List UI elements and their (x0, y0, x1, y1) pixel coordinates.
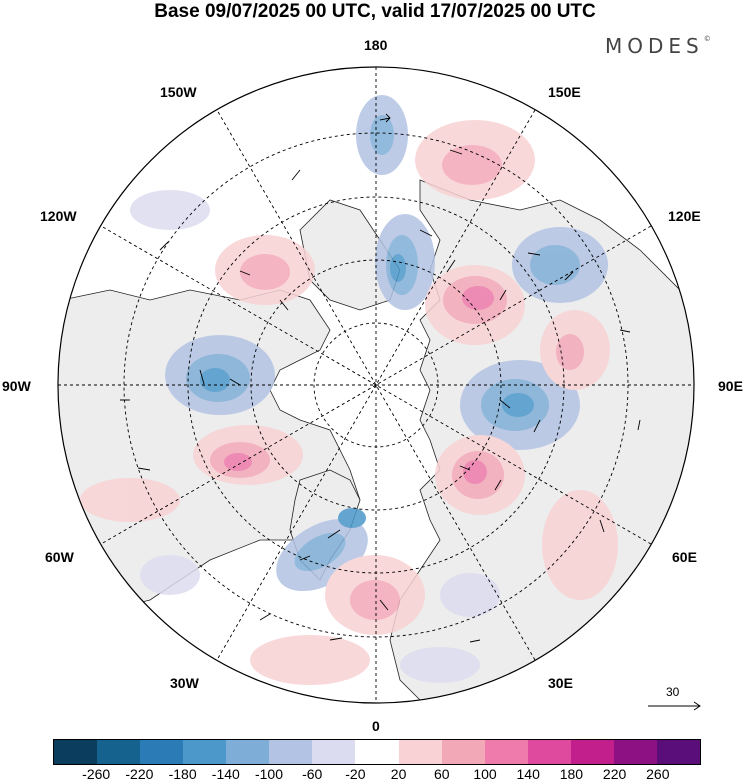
lon-label-150w: 150W (160, 84, 197, 100)
colorbar-tick-label: -100 (254, 766, 284, 782)
map-title: Base 09/07/2025 00 UTC, valid 17/07/2025… (154, 1, 596, 22)
colorbar-cell (656, 740, 700, 764)
lon-label-60e: 60E (672, 549, 697, 565)
colorbar-cell (527, 740, 571, 764)
lon-label-90w: 90W (2, 378, 31, 394)
colorbar-cell (226, 740, 270, 764)
colorbar-tick-label: 20 (390, 766, 407, 782)
graticule (58, 67, 694, 703)
modes-logo: MODES© (605, 34, 711, 58)
lon-label-0: 0 (372, 718, 380, 734)
colorbar-cell (398, 740, 442, 764)
colorbar-tick-label: -140 (211, 766, 240, 782)
wind-vectors (120, 113, 641, 643)
colorbar-tick-label: 180 (559, 766, 584, 782)
colorbar-cell (613, 740, 657, 764)
colorbar-tick-label: 60 (434, 766, 450, 782)
lon-label-180: 180 (364, 37, 388, 53)
lon-label-120e: 120E (668, 208, 701, 224)
colorbar-cell (97, 740, 141, 764)
colorbar-cell (355, 740, 399, 764)
colorbar-tick-label: 220 (602, 766, 627, 782)
map-border (57, 66, 695, 704)
lon-label-90e: 90E (718, 378, 743, 394)
colorbar-cell (484, 740, 528, 764)
colorbar-tick-label: -60 (302, 766, 323, 782)
reference-vector-arrow (648, 701, 701, 711)
height-anomaly-field (80, 95, 618, 685)
colorbar-cell (54, 740, 98, 764)
lon-label-150e: 150E (548, 84, 581, 100)
colorbar-cell (269, 740, 313, 764)
colorbar-tick-label: -180 (168, 766, 197, 782)
colorbar-tick-label: -20 (345, 766, 366, 782)
colorbar-cell (183, 740, 227, 764)
reference-vector-label: 30 (666, 685, 680, 699)
colorbar-cell (312, 740, 356, 764)
colorbar-tick-label: -220 (125, 766, 154, 782)
colorbar-cell (140, 740, 184, 764)
colorbar (53, 739, 701, 765)
colorbar-tick-label: -260 (82, 766, 111, 782)
colorbar-tick-label: 140 (516, 766, 540, 782)
lon-label-60w: 60W (45, 549, 74, 565)
colorbar-tick-label: 260 (646, 766, 670, 782)
colorbar-cell (441, 740, 485, 764)
lon-label-30w: 30W (170, 675, 199, 691)
colorbar-tick-label: 100 (473, 766, 497, 782)
colorbar-cell (570, 740, 614, 764)
lon-label-30e: 30E (548, 675, 573, 691)
lon-label-120w: 120W (40, 208, 77, 224)
